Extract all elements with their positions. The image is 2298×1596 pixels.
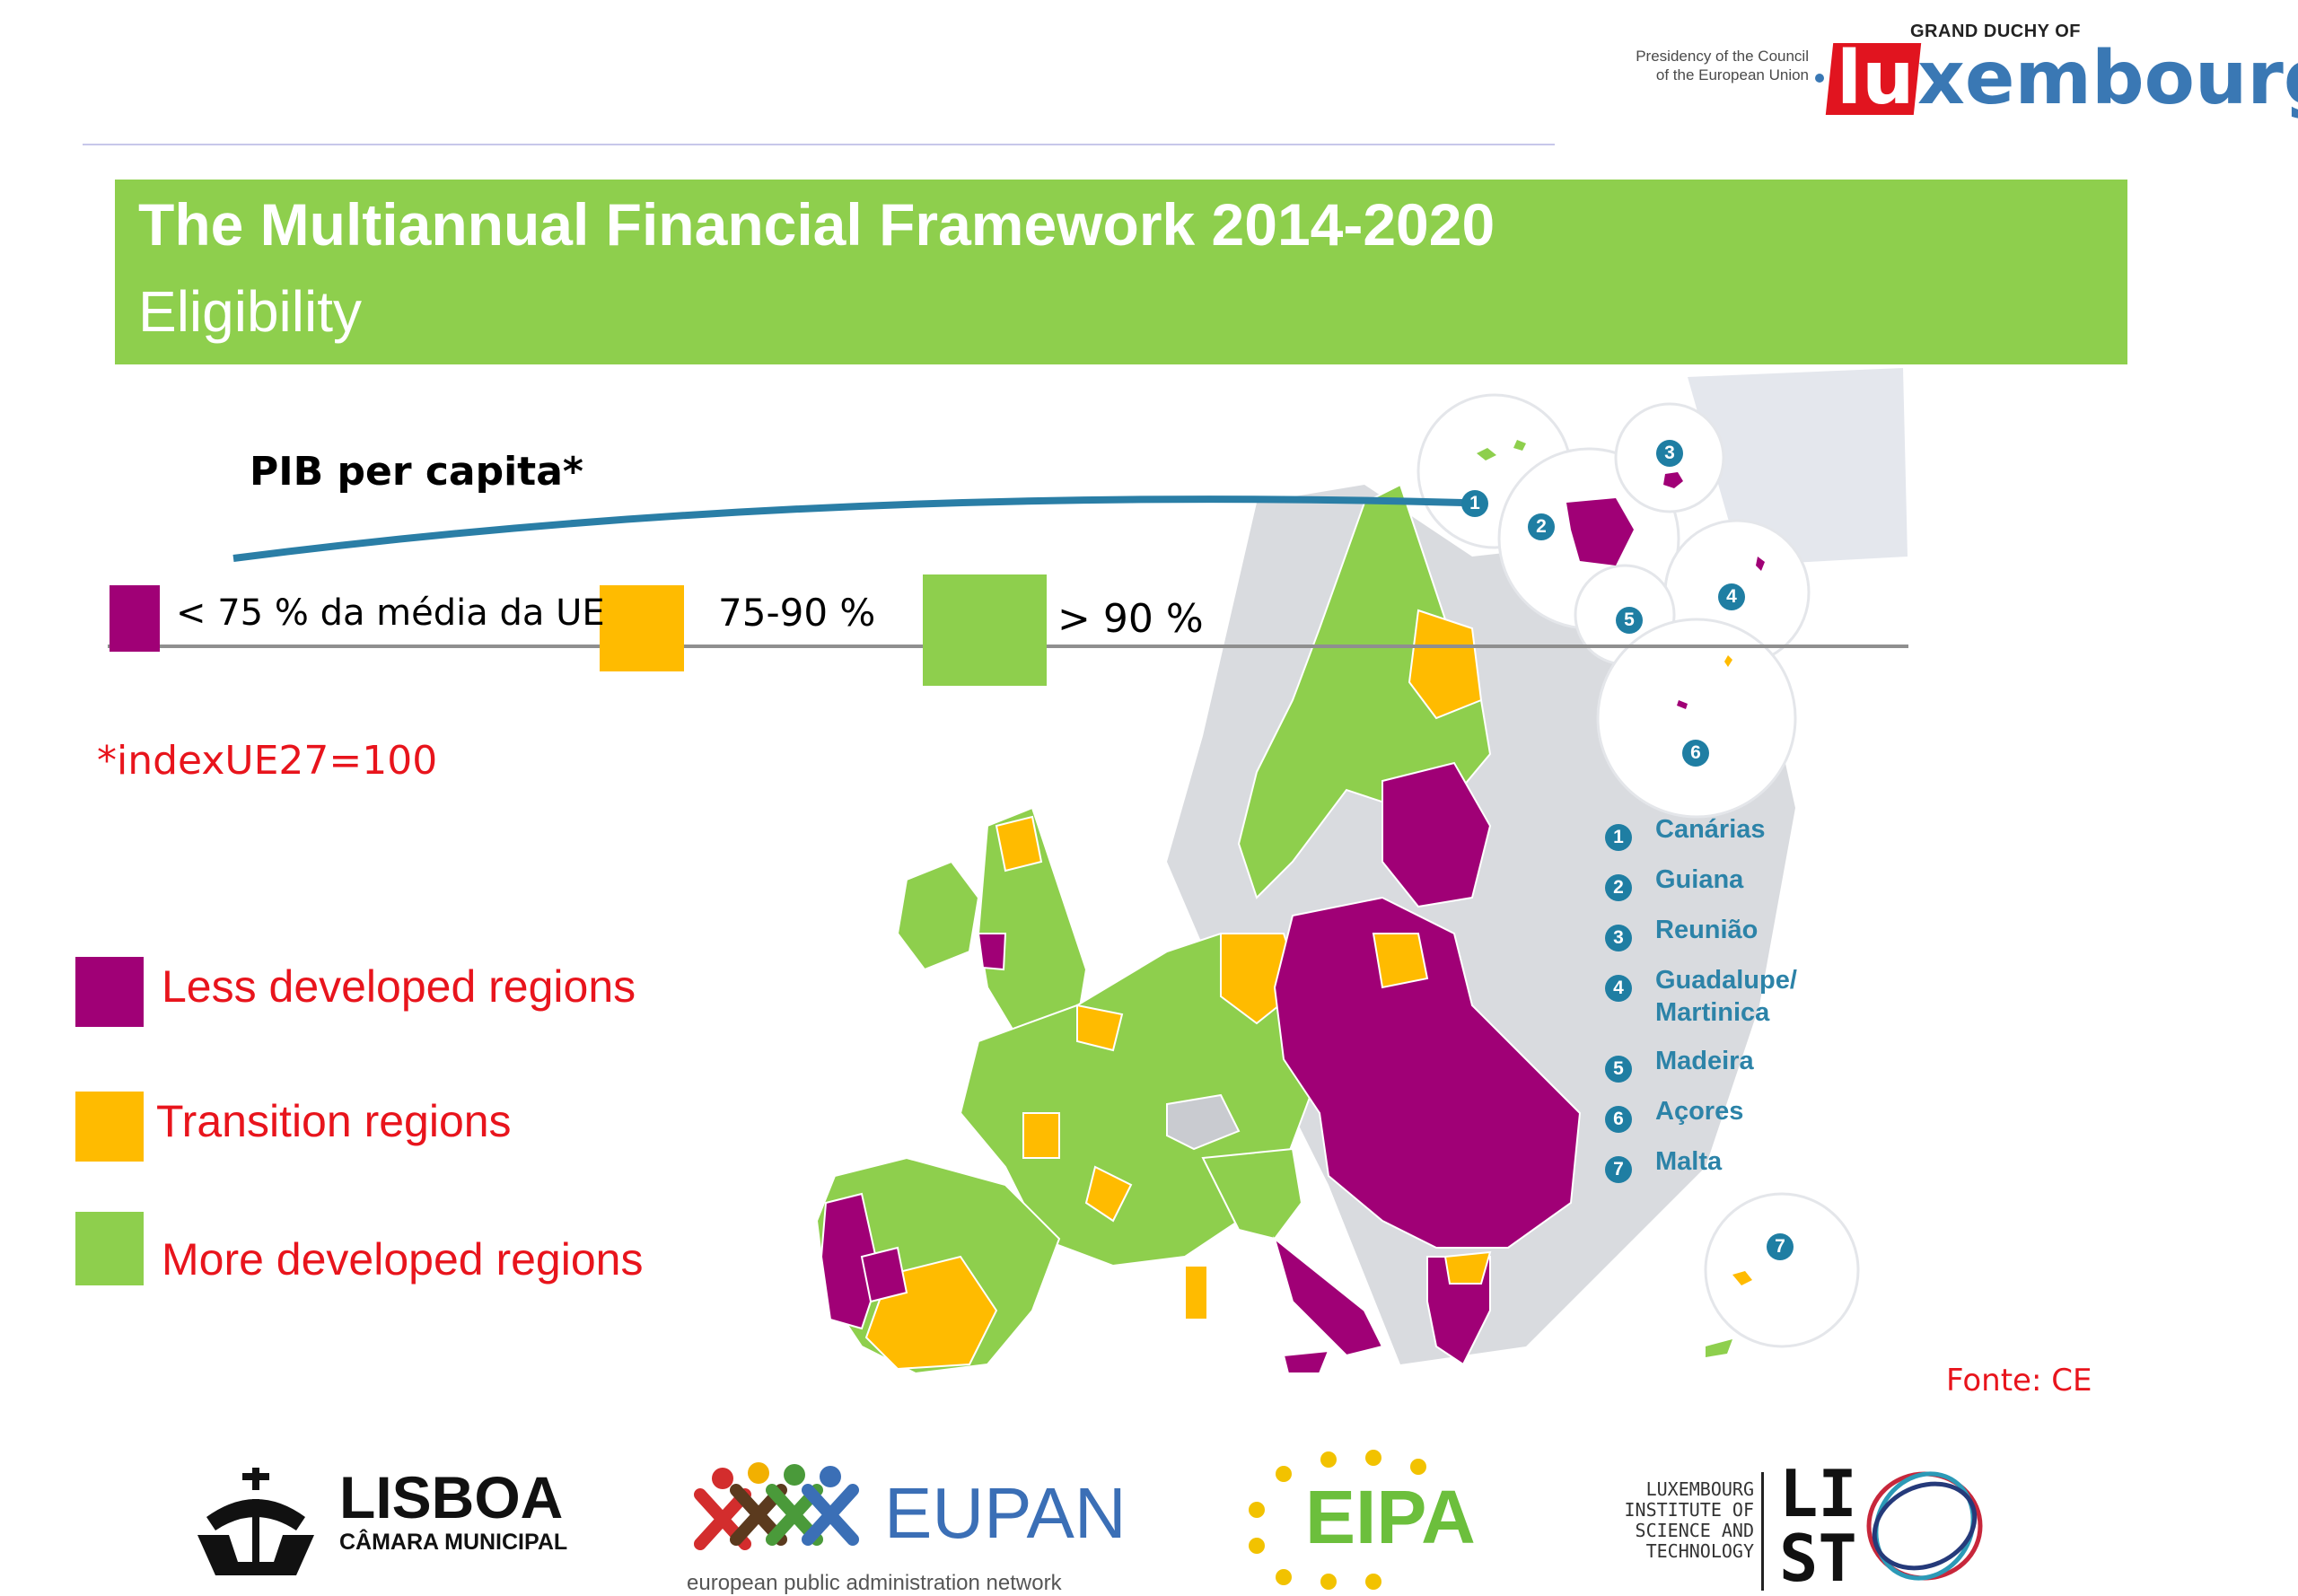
- lisboa-logo-name: LISBOA: [339, 1464, 564, 1530]
- region-cee: [1273, 896, 1582, 1249]
- eupan-logo-subtitle: european public administration network: [687, 1571, 1062, 1595]
- inset-list-num-1: 1: [1605, 824, 1632, 851]
- luxembourg-logo-lu: lu: [1837, 36, 1915, 121]
- pib-scale-arc: [232, 495, 1464, 562]
- inset-list-madeira: Madeira: [1655, 1047, 1754, 1075]
- region-france-transition: [1022, 1004, 1133, 1223]
- region-spain-less: [860, 1246, 908, 1303]
- inset-list-reuniao: Reunião: [1655, 916, 1759, 944]
- world-dotted-background: [1688, 368, 1908, 566]
- region-italy-north: [1201, 1147, 1303, 1241]
- inset-list-acores: Açores: [1655, 1097, 1744, 1126]
- region-poland-transition: [1372, 933, 1429, 989]
- slide-subtitle: Eligibility: [138, 279, 362, 344]
- region-sardinia: [1184, 1265, 1208, 1320]
- region-switzerland: [1166, 1093, 1241, 1151]
- region-greece-transition: [1443, 1250, 1492, 1285]
- inset-marker-5: 5: [1616, 607, 1643, 634]
- inset-list-num-3: 3: [1605, 925, 1632, 951]
- inset-marker-2: 2: [1528, 513, 1555, 540]
- list-letters: LI ST: [1779, 1456, 1857, 1596]
- swatch-more-developed: [75, 1212, 144, 1285]
- inset-list-canarias: Canárias: [1655, 815, 1766, 844]
- eupan-people-icon: [694, 1462, 859, 1550]
- slide-title: The Multiannual Financial Framework 2014…: [138, 191, 1495, 258]
- logo-dot: [1815, 74, 1824, 83]
- list-divider: [1761, 1472, 1764, 1591]
- presidency-text: Presidency of the Council of the Europea…: [1636, 48, 1809, 83]
- inset-list-num-7: 7: [1605, 1156, 1632, 1183]
- inset-marker-6: 6: [1682, 740, 1709, 767]
- label-transition: Transition regions: [156, 1096, 512, 1146]
- inset-marker-3: 3: [1656, 440, 1683, 467]
- lisboa-emblem-icon: [197, 1468, 314, 1575]
- region-portugal-less: [820, 1192, 881, 1330]
- inset-list-guiana: Guiana: [1655, 865, 1744, 894]
- eupan-logo-name: EUPAN: [884, 1473, 1127, 1553]
- list-circles-icon: [1866, 1471, 1983, 1581]
- label-75-90: 75-90 %: [718, 591, 876, 635]
- label-lt75: < 75 % da média da UE: [176, 592, 605, 634]
- inset-marker-4: 4: [1718, 583, 1745, 610]
- region-sicily: [1282, 1349, 1330, 1374]
- header-divider: [83, 144, 1555, 145]
- index-footnote: *indexUE27=100: [97, 738, 438, 784]
- eipa-logo-name: EIPA: [1305, 1475, 1476, 1559]
- title-banner: [115, 180, 2127, 364]
- inset-marker-1: 1: [1461, 490, 1488, 517]
- source-credit: Fonte: CE: [1946, 1363, 2092, 1399]
- swatch-transition: [75, 1092, 144, 1162]
- list-institute-name: LUXEMBOURG INSTITUTE OF SCIENCE AND TECH…: [1624, 1478, 1755, 1562]
- inset-marker-7: 7: [1767, 1233, 1794, 1260]
- swatch-less-developed: [75, 957, 144, 1027]
- inset-islands: [1477, 440, 1765, 1285]
- label-more-developed: More developed regions: [162, 1234, 644, 1285]
- region-finland-east: [1408, 609, 1483, 720]
- region-baltics: [1381, 761, 1492, 908]
- inset-list-guadalupe: Guadalupe/ Martinica: [1655, 966, 1797, 1027]
- grand-duchy-text: GRAND DUCHY OF: [1910, 22, 2081, 41]
- label-gt90: > 90 %: [1057, 596, 1204, 642]
- pib-legend-title: PIB per capita*: [250, 449, 583, 495]
- swatch-lt75: [110, 585, 160, 652]
- luxembourg-logo-rest: xembourg: [1917, 36, 2298, 121]
- lisboa-logo-subtitle: CÂMARA MUNICIPAL: [339, 1530, 568, 1555]
- region-cyprus: [1706, 1339, 1732, 1357]
- region-wales: [977, 933, 1007, 971]
- swatch-75-90: [600, 585, 684, 671]
- inset-list-malta: Malta: [1655, 1147, 1723, 1176]
- region-uk-transition: [995, 815, 1043, 873]
- region-ireland: [896, 860, 980, 971]
- label-less-developed: Less developed regions: [162, 961, 636, 1012]
- inset-list-num-6: 6: [1605, 1106, 1632, 1133]
- region-italy-south: [1273, 1236, 1384, 1357]
- inset-list-num-4: 4: [1605, 975, 1632, 1002]
- eipa-stars-icon: [1249, 1450, 1426, 1590]
- inset-list-num-5: 5: [1605, 1056, 1632, 1083]
- inset-list-num-2: 2: [1605, 874, 1632, 901]
- swatch-gt90: [923, 574, 1047, 686]
